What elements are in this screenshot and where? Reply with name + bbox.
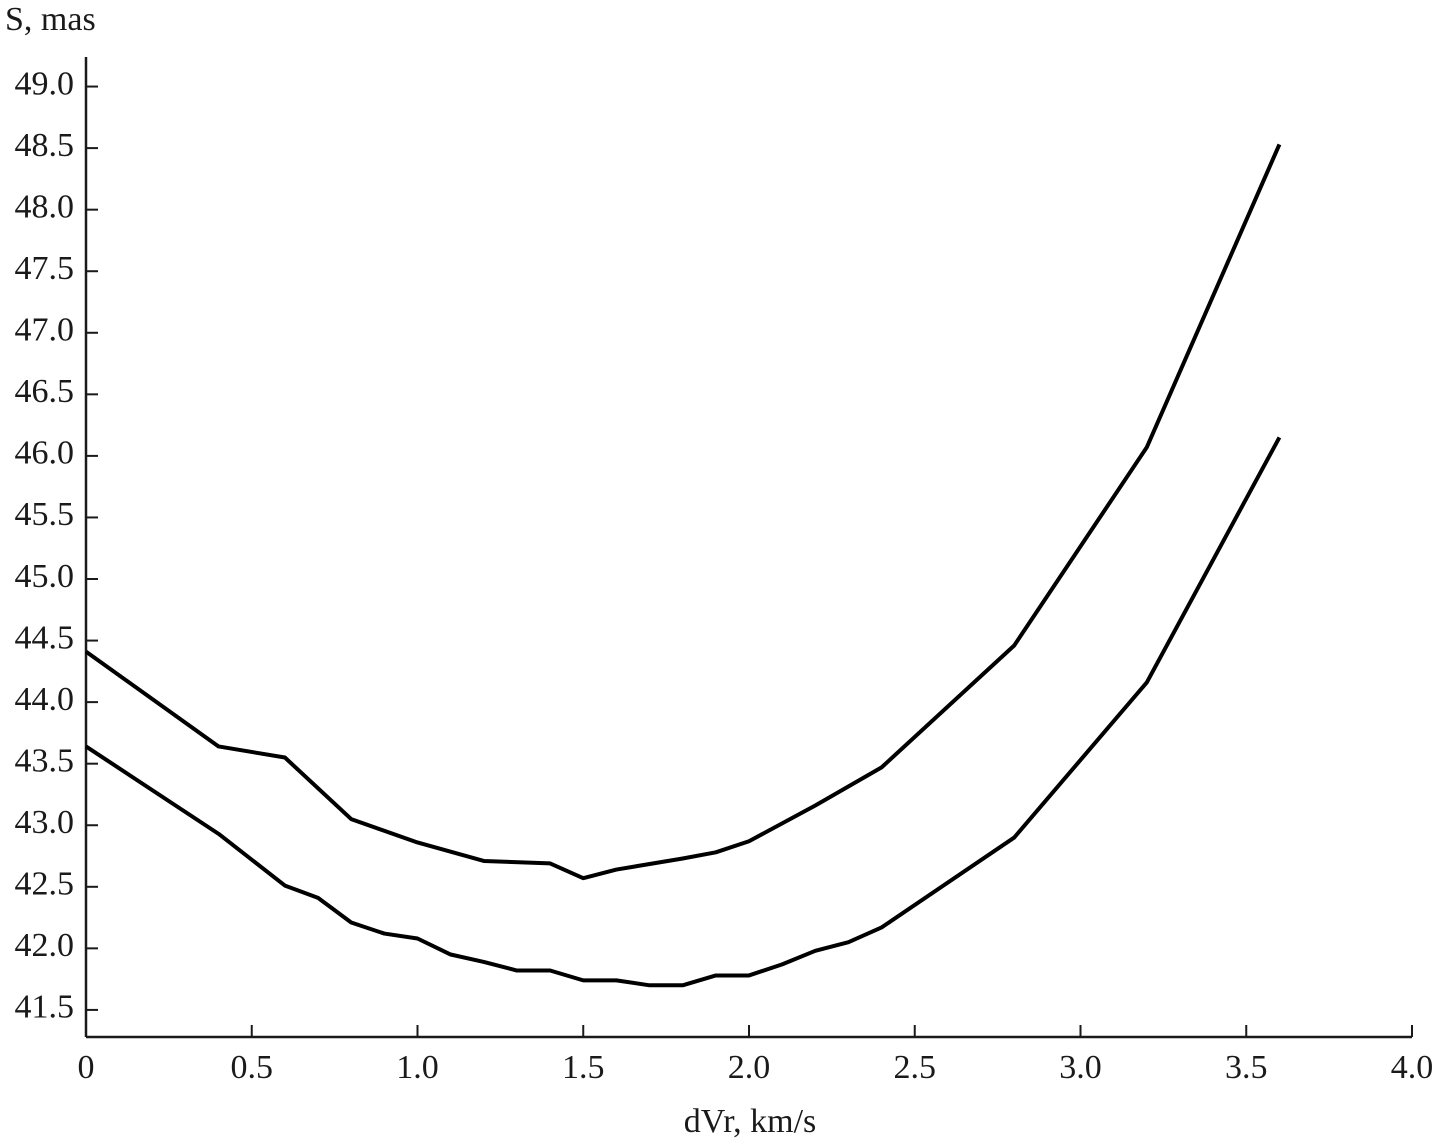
y-tick-label: 48.0 <box>15 188 75 225</box>
y-tick-label: 44.5 <box>15 619 75 656</box>
y-tick-label: 46.5 <box>15 373 75 410</box>
y-tick-label: 47.0 <box>15 312 75 349</box>
y-tick-label: 45.5 <box>15 496 75 533</box>
x-tick-label: 3.5 <box>1225 1049 1268 1086</box>
x-tick-label: 4.0 <box>1391 1049 1434 1086</box>
y-tick-label: 41.5 <box>15 989 75 1026</box>
y-tick-label: 45.0 <box>15 558 75 595</box>
x-tick-label: 1.5 <box>562 1049 605 1086</box>
y-tick-label: 48.5 <box>15 127 75 164</box>
data-line <box>84 143 1282 881</box>
data-line <box>84 436 1282 988</box>
y-tick-label: 42.5 <box>15 866 75 903</box>
y-tick-label: 43.0 <box>15 804 75 841</box>
x-axis-label: dVr, km/s <box>684 1103 817 1140</box>
y-tick-label: 42.0 <box>15 927 75 964</box>
x-tick-label: 2.5 <box>894 1049 937 1086</box>
y-tick-label: 44.0 <box>15 681 75 718</box>
x-tick-label: 0.5 <box>231 1049 274 1086</box>
y-tick-label: 43.5 <box>15 742 75 779</box>
x-tick-label: 1.0 <box>396 1049 439 1086</box>
x-tick-label: 3.0 <box>1059 1049 1102 1086</box>
y-tick-label: 47.5 <box>15 250 75 287</box>
x-tick-label: 0 <box>78 1049 95 1086</box>
y-tick-label: 49.0 <box>15 65 75 102</box>
y-axis-label: S, mas <box>5 1 96 38</box>
x-tick-label: 2.0 <box>728 1049 771 1086</box>
y-tick-label: 46.0 <box>15 435 75 472</box>
